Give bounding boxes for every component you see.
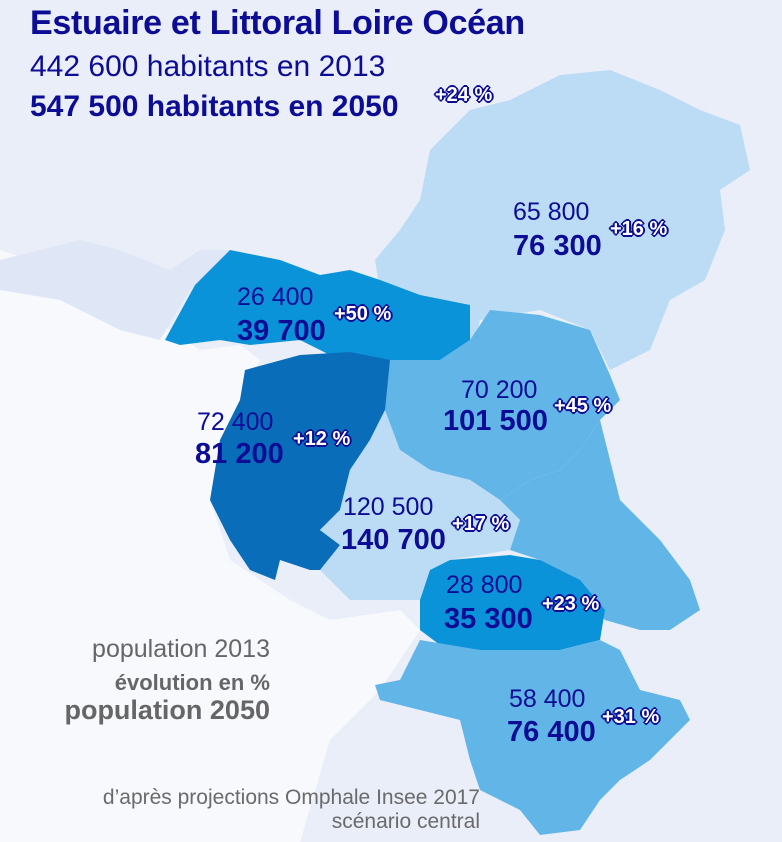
region-southeast <box>500 420 700 630</box>
region-7-pop-2013: 58 400 <box>509 685 586 713</box>
region-6-pop-2013: 28 800 <box>446 571 523 599</box>
legend-pop-2013: population 2013 <box>92 635 270 663</box>
sea <box>0 250 420 842</box>
region-4-evolution: +12 % <box>293 428 351 450</box>
source-line-1: d’après projections Omphale Insee 2017 <box>102 786 480 809</box>
region-3-pop-2013: 70 200 <box>461 376 538 404</box>
total-pop-2013: 442 600 habitants en 2013 <box>30 50 386 83</box>
region-estuary <box>320 410 520 600</box>
source-line-2: scénario central <box>331 810 480 833</box>
region-1-pop-2013: 65 800 <box>513 198 590 226</box>
legend-pop-2050: population 2050 <box>64 695 270 725</box>
total-pop-2050: 547 500 habitants en 2050 <box>30 90 399 123</box>
legend-evolution: évolution en % <box>114 670 270 695</box>
region-2-pop-2013: 26 400 <box>237 283 314 311</box>
land-north <box>0 240 230 340</box>
region-1-pop-2050: 76 300 <box>513 230 602 262</box>
region-south-lake <box>420 555 605 655</box>
region-2-pop-2050: 39 700 <box>237 315 326 347</box>
region-6-pop-2050: 35 300 <box>444 603 533 635</box>
region-2-evolution: +50 % <box>334 303 392 325</box>
region-5-pop-2050: 140 700 <box>341 524 446 556</box>
region-3-evolution: +45 % <box>554 395 612 417</box>
region-6-evolution: +23 % <box>542 593 600 615</box>
region-west-peninsula <box>210 352 390 580</box>
region-south <box>375 640 690 835</box>
region-north-coast <box>165 250 470 360</box>
region-4-pop-2050: 81 200 <box>195 438 284 470</box>
region-3-pop-2050: 101 500 <box>443 405 548 437</box>
region-east-center <box>380 310 620 500</box>
region-5-evolution: +17 % <box>452 513 510 535</box>
region-4-pop-2013: 72 400 <box>197 408 274 436</box>
page-title: Estuaire et Littoral Loire Océan <box>30 4 525 42</box>
region-5-pop-2013: 120 500 <box>343 493 434 521</box>
region-7-evolution: +31 % <box>602 706 660 728</box>
total-evolution: +24 % <box>435 84 493 106</box>
region-1-evolution: +16 % <box>610 218 668 240</box>
region-northeast <box>375 70 750 370</box>
region-7-pop-2050: 76 400 <box>507 716 596 748</box>
